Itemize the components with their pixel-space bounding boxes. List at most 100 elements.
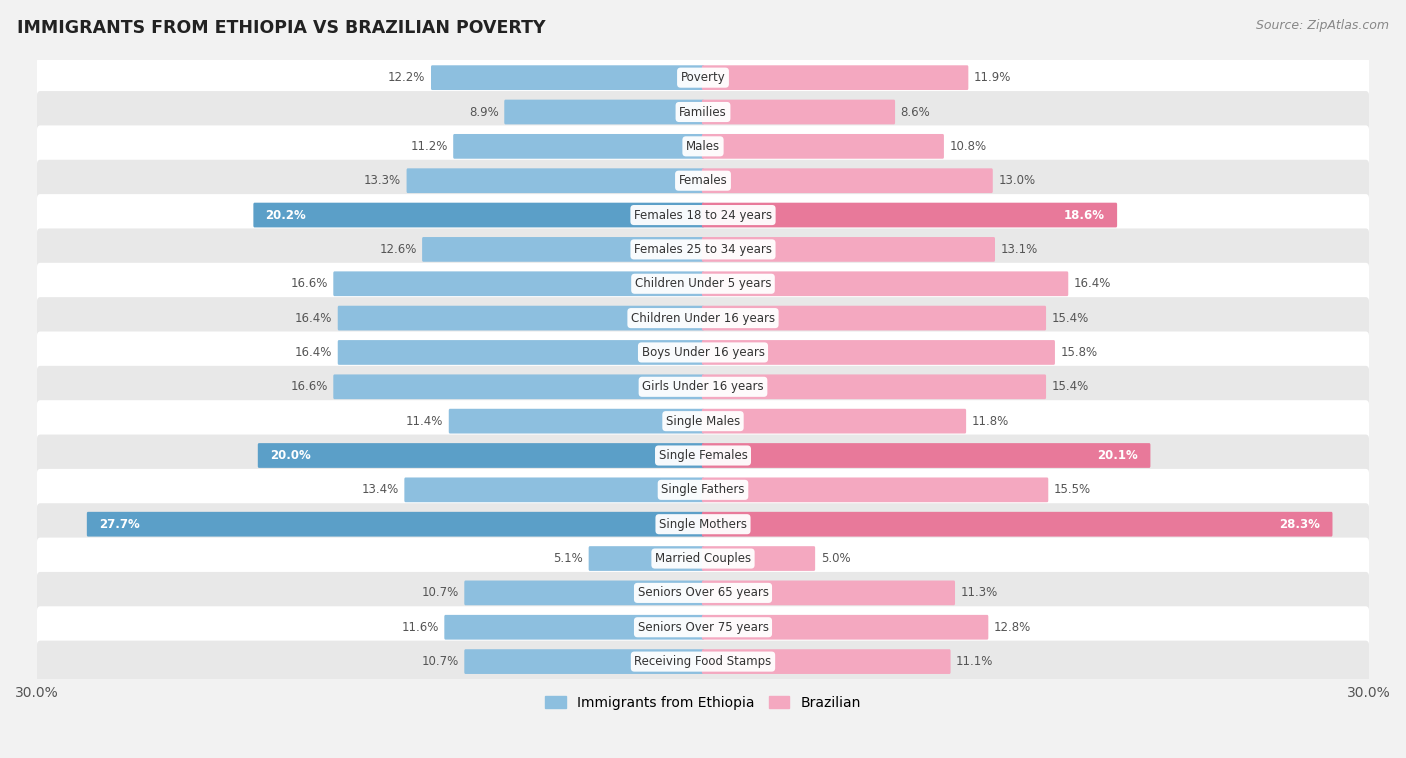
Text: Single Females: Single Females [658, 449, 748, 462]
FancyBboxPatch shape [702, 237, 995, 262]
Text: 16.6%: 16.6% [291, 381, 328, 393]
FancyBboxPatch shape [505, 99, 704, 124]
FancyBboxPatch shape [702, 65, 969, 90]
Text: 11.2%: 11.2% [411, 140, 447, 153]
Text: Seniors Over 75 years: Seniors Over 75 years [637, 621, 769, 634]
FancyBboxPatch shape [37, 641, 1369, 682]
FancyBboxPatch shape [333, 374, 704, 399]
Text: 11.1%: 11.1% [956, 655, 994, 668]
FancyBboxPatch shape [702, 271, 1069, 296]
Legend: Immigrants from Ethiopia, Brazilian: Immigrants from Ethiopia, Brazilian [540, 690, 866, 715]
FancyBboxPatch shape [702, 340, 1054, 365]
Text: Females 25 to 34 years: Females 25 to 34 years [634, 243, 772, 256]
FancyBboxPatch shape [464, 581, 704, 605]
Text: Boys Under 16 years: Boys Under 16 years [641, 346, 765, 359]
FancyBboxPatch shape [464, 650, 704, 674]
Text: 13.4%: 13.4% [361, 484, 399, 496]
FancyBboxPatch shape [257, 443, 704, 468]
Text: 10.7%: 10.7% [422, 655, 458, 668]
FancyBboxPatch shape [406, 168, 704, 193]
FancyBboxPatch shape [702, 134, 943, 158]
Text: 10.7%: 10.7% [422, 587, 458, 600]
Text: Married Couples: Married Couples [655, 552, 751, 565]
FancyBboxPatch shape [37, 91, 1369, 133]
Text: 11.3%: 11.3% [960, 587, 998, 600]
Text: Females: Females [679, 174, 727, 187]
FancyBboxPatch shape [453, 134, 704, 158]
Text: 5.0%: 5.0% [821, 552, 851, 565]
Text: Single Mothers: Single Mothers [659, 518, 747, 531]
FancyBboxPatch shape [333, 271, 704, 296]
FancyBboxPatch shape [37, 434, 1369, 477]
Text: Children Under 16 years: Children Under 16 years [631, 312, 775, 324]
FancyBboxPatch shape [702, 202, 1118, 227]
Text: Girls Under 16 years: Girls Under 16 years [643, 381, 763, 393]
FancyBboxPatch shape [702, 547, 815, 571]
Text: Children Under 5 years: Children Under 5 years [634, 277, 772, 290]
Text: 16.6%: 16.6% [291, 277, 328, 290]
Text: 13.1%: 13.1% [1001, 243, 1038, 256]
FancyBboxPatch shape [449, 409, 704, 434]
FancyBboxPatch shape [702, 581, 955, 605]
FancyBboxPatch shape [702, 615, 988, 640]
FancyBboxPatch shape [37, 331, 1369, 374]
Text: 5.1%: 5.1% [554, 552, 583, 565]
FancyBboxPatch shape [702, 305, 1046, 330]
Text: Receiving Food Stamps: Receiving Food Stamps [634, 655, 772, 668]
FancyBboxPatch shape [702, 168, 993, 193]
Text: 13.3%: 13.3% [364, 174, 401, 187]
Text: 11.9%: 11.9% [974, 71, 1011, 84]
FancyBboxPatch shape [37, 263, 1369, 305]
Text: 15.4%: 15.4% [1052, 381, 1088, 393]
Text: Males: Males [686, 140, 720, 153]
FancyBboxPatch shape [702, 99, 896, 124]
Text: 12.6%: 12.6% [380, 243, 416, 256]
FancyBboxPatch shape [37, 228, 1369, 271]
FancyBboxPatch shape [37, 537, 1369, 580]
FancyBboxPatch shape [253, 202, 704, 227]
Text: 8.6%: 8.6% [901, 105, 931, 118]
Text: 20.2%: 20.2% [266, 208, 307, 221]
Text: 12.2%: 12.2% [388, 71, 426, 84]
FancyBboxPatch shape [405, 478, 704, 503]
Text: 12.8%: 12.8% [994, 621, 1031, 634]
Text: 28.3%: 28.3% [1279, 518, 1320, 531]
FancyBboxPatch shape [337, 340, 704, 365]
FancyBboxPatch shape [37, 606, 1369, 648]
Text: Source: ZipAtlas.com: Source: ZipAtlas.com [1256, 19, 1389, 32]
Text: IMMIGRANTS FROM ETHIOPIA VS BRAZILIAN POVERTY: IMMIGRANTS FROM ETHIOPIA VS BRAZILIAN PO… [17, 19, 546, 37]
Text: 15.4%: 15.4% [1052, 312, 1088, 324]
FancyBboxPatch shape [702, 650, 950, 674]
Text: 11.8%: 11.8% [972, 415, 1010, 428]
Text: 16.4%: 16.4% [295, 346, 332, 359]
FancyBboxPatch shape [702, 478, 1049, 503]
FancyBboxPatch shape [37, 469, 1369, 511]
Text: 11.6%: 11.6% [401, 621, 439, 634]
Text: Single Fathers: Single Fathers [661, 484, 745, 496]
FancyBboxPatch shape [37, 297, 1369, 339]
Text: Families: Families [679, 105, 727, 118]
Text: 11.4%: 11.4% [406, 415, 443, 428]
FancyBboxPatch shape [432, 65, 704, 90]
Text: 13.0%: 13.0% [998, 174, 1035, 187]
Text: Females 18 to 24 years: Females 18 to 24 years [634, 208, 772, 221]
FancyBboxPatch shape [589, 547, 704, 571]
Text: 15.5%: 15.5% [1054, 484, 1091, 496]
Text: 27.7%: 27.7% [98, 518, 139, 531]
Text: 16.4%: 16.4% [1074, 277, 1111, 290]
FancyBboxPatch shape [37, 194, 1369, 236]
Text: Seniors Over 65 years: Seniors Over 65 years [637, 587, 769, 600]
FancyBboxPatch shape [702, 409, 966, 434]
Text: 20.0%: 20.0% [270, 449, 311, 462]
Text: 16.4%: 16.4% [295, 312, 332, 324]
FancyBboxPatch shape [37, 160, 1369, 202]
FancyBboxPatch shape [37, 400, 1369, 442]
FancyBboxPatch shape [37, 572, 1369, 614]
Text: 10.8%: 10.8% [949, 140, 987, 153]
FancyBboxPatch shape [422, 237, 704, 262]
FancyBboxPatch shape [37, 503, 1369, 545]
FancyBboxPatch shape [702, 374, 1046, 399]
FancyBboxPatch shape [444, 615, 704, 640]
FancyBboxPatch shape [37, 125, 1369, 168]
Text: Poverty: Poverty [681, 71, 725, 84]
